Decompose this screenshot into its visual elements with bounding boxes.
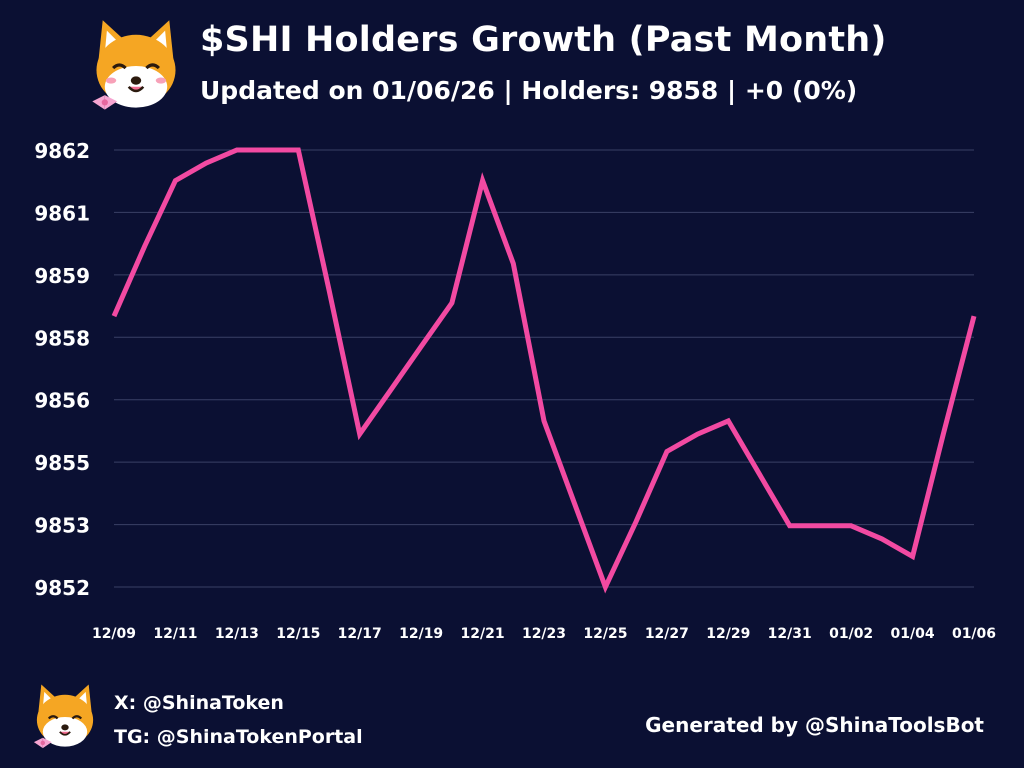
x-tick-label: 12/25 xyxy=(583,626,627,642)
y-axis-ticks: 9862 9861 9859 9858 9856 9855 9853 9852 xyxy=(34,139,90,600)
x-tick-label: 01/06 xyxy=(952,626,996,642)
x-tick-label: 12/19 xyxy=(399,626,443,642)
x-tick-label: 12/11 xyxy=(153,626,197,642)
chart-title: $SHI Holders Growth (Past Month) xyxy=(200,20,887,60)
shiba-inu-footer-logo-icon xyxy=(33,684,94,749)
generated-by-credit: Generated by @ShinaToolsBot xyxy=(645,713,984,737)
x-tick-label: 01/04 xyxy=(891,626,935,642)
telegram-handle[interactable]: TG: @ShinaTokenPortal xyxy=(114,726,363,748)
y-tick-label: 9855 xyxy=(34,451,90,475)
shiba-inu-logo-icon xyxy=(92,20,176,110)
x-tick-label: 12/15 xyxy=(276,626,320,642)
holders-series-line xyxy=(111,147,977,594)
x-tick-label: 12/29 xyxy=(706,626,750,642)
x-handle[interactable]: X: @ShinaToken xyxy=(114,692,284,714)
grid-lines xyxy=(114,149,974,588)
y-tick-label: 9861 xyxy=(34,201,90,225)
y-tick-label: 9862 xyxy=(34,139,90,163)
x-tick-label: 01/02 xyxy=(829,626,873,642)
y-tick-label: 9853 xyxy=(34,514,90,538)
y-tick-label: 9852 xyxy=(34,576,90,600)
x-tick-label: 12/31 xyxy=(768,626,812,642)
x-tick-label: 12/09 xyxy=(92,626,136,642)
x-axis-ticks: 12/09 12/11 12/13 12/15 12/17 12/19 12/21 12/23… xyxy=(92,626,996,642)
x-tick-label: 12/13 xyxy=(215,626,259,642)
social-links: X: @ShinaToken TG: @ShinaTokenPortal xyxy=(114,686,363,754)
y-tick-label: 9858 xyxy=(34,326,90,350)
x-tick-label: 12/21 xyxy=(461,626,505,642)
x-tick-label: 12/17 xyxy=(338,626,382,642)
x-tick-label: 12/23 xyxy=(522,626,566,642)
y-tick-label: 9856 xyxy=(34,389,90,413)
series-layer xyxy=(111,147,977,594)
chart-subtitle: Updated on 01/06/26 | Holders: 9858 | +0… xyxy=(200,76,858,105)
x-tick-label: 12/27 xyxy=(645,626,689,642)
y-tick-label: 9859 xyxy=(34,264,90,288)
